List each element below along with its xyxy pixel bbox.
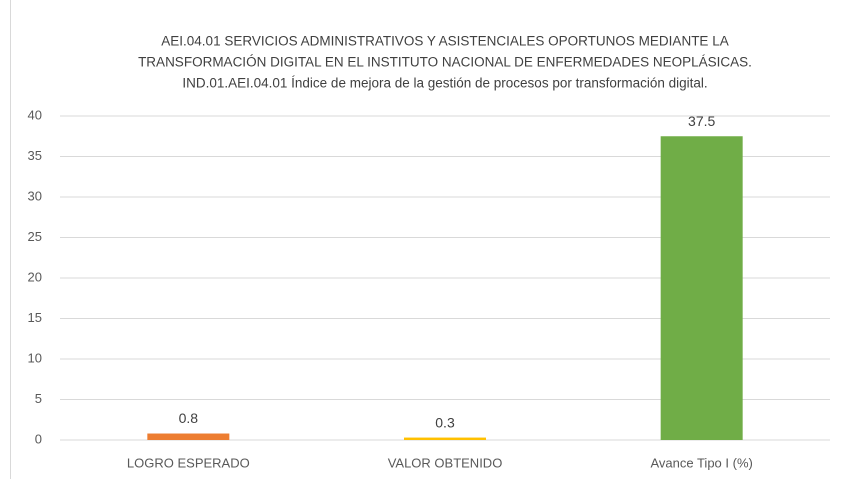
data-label: 0.8 <box>179 410 199 426</box>
y-tick-label: 0 <box>35 431 42 446</box>
bar <box>147 434 229 440</box>
x-tick-label: VALOR OBTENIDO <box>388 455 503 470</box>
y-tick-label: 10 <box>28 350 42 365</box>
data-label: 37.5 <box>688 113 715 129</box>
y-tick-label: 25 <box>28 229 42 244</box>
data-label: 0.3 <box>435 414 455 430</box>
bar <box>404 438 486 440</box>
y-tick-label: 20 <box>28 269 42 284</box>
bar <box>661 136 743 440</box>
x-tick-label: Avance Tipo I (%) <box>650 455 752 470</box>
y-tick-label: 5 <box>35 391 42 406</box>
y-tick-label: 35 <box>28 148 42 163</box>
y-tick-label: 15 <box>28 310 42 325</box>
y-tick-label: 30 <box>28 188 42 203</box>
chart-title: AEI.04.01 SERVICIOS ADMINISTRATIVOS Y AS… <box>161 34 728 49</box>
chart-title: IND.01.AEI.04.01 Índice de mejora de la … <box>182 76 707 91</box>
chart-title: TRANSFORMACIÓN DIGITAL EN EL INSTITUTO N… <box>138 55 752 70</box>
y-tick-label: 40 <box>28 107 42 122</box>
x-tick-label: LOGRO ESPERADO <box>127 455 250 470</box>
